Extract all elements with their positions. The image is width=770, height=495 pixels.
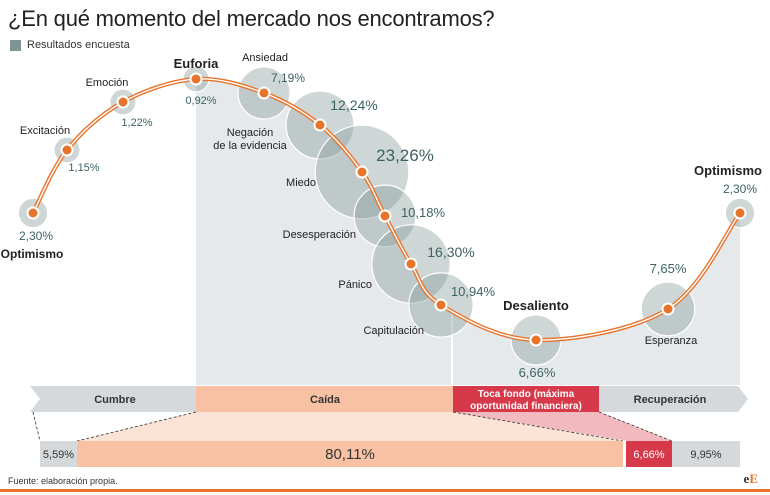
data-point xyxy=(404,257,418,271)
phase-label: Recuperación xyxy=(634,394,707,406)
total-caida-box xyxy=(77,441,623,467)
stage-label: Excitación xyxy=(20,125,70,137)
phase-label: Caída xyxy=(310,394,341,406)
page-title: ¿En qué momento del mercado nos encontra… xyxy=(8,6,495,31)
total-cumbre-box xyxy=(40,441,77,467)
value-label: 1,15% xyxy=(68,162,99,174)
stage-label: Optimismo xyxy=(1,247,64,261)
data-point xyxy=(313,118,327,132)
data-point xyxy=(378,209,392,223)
stage-label: Desaliento xyxy=(503,298,569,313)
stage-label: Miedo xyxy=(286,177,316,189)
value-label: 10,18% xyxy=(401,205,446,220)
stage-label: Emoción xyxy=(86,77,129,89)
connector-line xyxy=(598,411,673,442)
value-label: 2,30% xyxy=(723,182,757,196)
stage-label: Euforia xyxy=(174,56,220,71)
legend-swatch xyxy=(10,39,21,51)
total-recuperacion-box xyxy=(672,441,740,467)
total-cumbre-label: 5,59% xyxy=(43,449,74,461)
connector-line xyxy=(76,411,197,442)
total-recuperacion-label: 9,95% xyxy=(690,449,721,461)
phase-label: Cumbre xyxy=(94,394,136,406)
data-point xyxy=(661,302,675,316)
brand-logo: eE xyxy=(743,471,758,486)
data-point xyxy=(26,206,40,220)
value-label: 16,30% xyxy=(427,244,474,260)
connector-fondo xyxy=(453,412,672,441)
stage-label: de la evidencia xyxy=(213,140,287,152)
data-point xyxy=(733,206,747,220)
value-label: 0,92% xyxy=(185,95,216,107)
total-fondo-label: 6,66% xyxy=(633,449,664,461)
value-label: 10,94% xyxy=(451,284,496,299)
phase-label: Toca fondo (máxima xyxy=(478,389,575,400)
legend-label: Resultados encuesta xyxy=(27,39,130,51)
source-note: Fuente: elaboración propia. xyxy=(8,476,118,486)
total-fondo-box xyxy=(626,441,672,467)
stage-label: Desesperación xyxy=(283,229,356,241)
value-label: 7,65% xyxy=(650,261,687,276)
market-cycle-chart: Optimismo 2,30% Excitación 1,15% Emoción 1,22… xyxy=(1,52,762,467)
phase-label: oportunidad financiera) xyxy=(470,401,582,412)
data-point xyxy=(189,72,203,86)
data-point xyxy=(60,143,74,157)
stage-label: Negación xyxy=(227,127,273,139)
stage-label: Pánico xyxy=(338,279,372,291)
data-point xyxy=(434,298,448,312)
value-label: 7,19% xyxy=(271,71,305,85)
phase-band-cumbre xyxy=(30,386,196,412)
value-label: 12,24% xyxy=(330,97,377,113)
phase-band-fondo xyxy=(453,386,599,412)
value-label: 6,66% xyxy=(519,365,556,380)
phase-band-caida xyxy=(196,386,453,412)
connector-line xyxy=(452,411,624,442)
value-label: 23,26% xyxy=(376,146,434,165)
value-label: 1,22% xyxy=(121,117,152,129)
stage-label: Capitulación xyxy=(363,325,424,337)
data-point xyxy=(355,165,369,179)
phase-band-recuperacion xyxy=(599,386,748,412)
stage-label: Optimismo xyxy=(694,163,762,178)
value-label: 2,30% xyxy=(19,229,53,243)
data-point xyxy=(116,95,130,109)
total-caida-label: 80,11% xyxy=(325,446,375,463)
stage-label: Ansiedad xyxy=(242,52,288,64)
data-point xyxy=(257,86,271,100)
stage-label: Esperanza xyxy=(645,335,698,347)
connector-caida xyxy=(77,412,623,441)
connector-line xyxy=(32,411,41,442)
bottom-rule xyxy=(0,489,770,492)
data-point xyxy=(529,333,543,347)
legend: Resultados encuesta xyxy=(10,39,130,51)
